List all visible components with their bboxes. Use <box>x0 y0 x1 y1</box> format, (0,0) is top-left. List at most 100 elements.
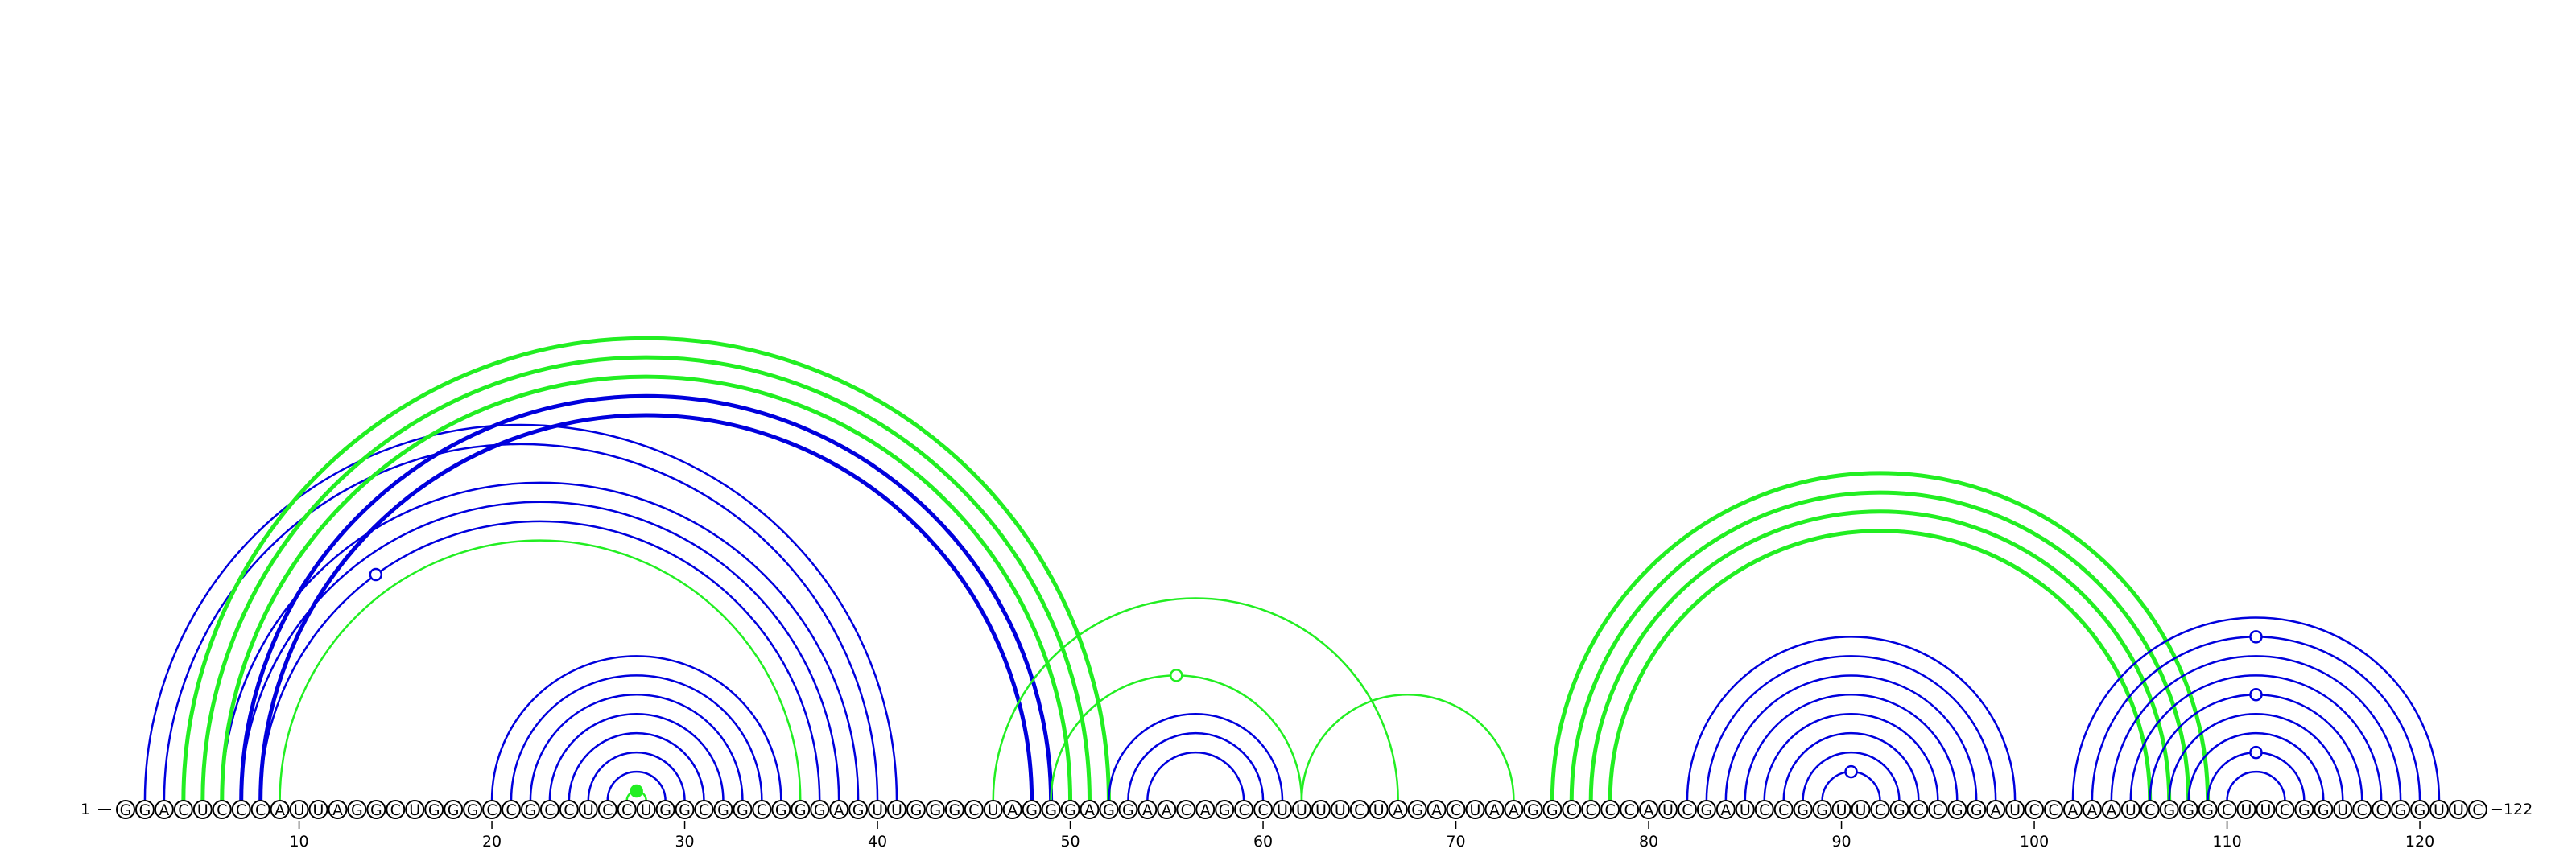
nucleotide-100: C <box>2025 800 2045 819</box>
nucleotide-letter: U <box>1662 801 1674 819</box>
nucleotide-58: G <box>1215 800 1235 819</box>
nucleotide-circle <box>1658 800 1678 819</box>
nucleotide-circle <box>1388 800 1408 819</box>
nucleotide-circle <box>1080 800 1100 819</box>
nucleotide-24: C <box>559 800 579 819</box>
nucleotide-121: U <box>2429 800 2449 819</box>
tick-label-30: 30 <box>675 833 694 851</box>
nucleotide-circle <box>906 800 926 819</box>
base-pair-arc-26-29 <box>606 770 667 801</box>
nucleotide-67: A <box>1388 800 1408 819</box>
nucleotide-letter: C <box>236 801 246 819</box>
nucleotide-letter: C <box>602 801 613 819</box>
nucleotide-letter: G <box>2182 801 2194 819</box>
nucleotide-letter: C <box>564 801 574 819</box>
nucleotide-36: G <box>791 800 811 819</box>
nucleotide-16: U <box>405 800 425 819</box>
nucleotide-circle <box>1581 800 1601 819</box>
nucleotide-circle <box>1137 800 1158 819</box>
nucleotide-101: C <box>2044 800 2063 819</box>
nucleotide-circle <box>868 800 888 819</box>
nucleotide-8: C <box>250 800 270 819</box>
base-pair-arc-9-36 <box>279 539 802 801</box>
nucleotide-6: C <box>212 800 232 819</box>
nucleotide-circle <box>1831 800 1852 819</box>
nucleotide-circle <box>386 800 406 819</box>
tick-label-40: 40 <box>868 833 887 851</box>
nucleotide-circle <box>559 800 579 819</box>
tick-label-110: 110 <box>2212 833 2241 851</box>
nucleotide-50: G <box>1060 800 1080 819</box>
nucleotide-letter: U <box>1470 801 1481 819</box>
tick-label-80: 80 <box>1639 833 1658 851</box>
nucleotide-letter: U <box>1740 801 1751 819</box>
nucleotide-1: G <box>116 800 135 819</box>
base-pair-arc-6-50 <box>220 374 1073 801</box>
nucleotide-28: U <box>636 800 656 819</box>
nucleotide-circle <box>116 800 135 819</box>
nucleotide-circle <box>964 800 984 819</box>
nucleotide-56: C <box>1176 800 1196 819</box>
base-pair-arc-108-115 <box>2187 732 2325 801</box>
nucleotide-letter: A <box>1200 801 1211 819</box>
nucleotide-circle <box>444 800 464 819</box>
nucleotide-letter: C <box>506 801 516 819</box>
nucleotide-87: C <box>1773 800 1794 819</box>
nucleotide-64: U <box>1330 800 1350 819</box>
nucleotide-circle <box>1234 800 1254 819</box>
nucleotide-letter: G <box>120 801 132 819</box>
nucleotide-103: A <box>2082 800 2102 819</box>
nucleotide-circle <box>1099 800 1119 819</box>
arc-marker-2 <box>1170 669 1183 682</box>
nucleotide-letter: G <box>775 801 787 819</box>
nucleotide-15: C <box>386 800 406 819</box>
nucleotide-circle <box>2025 800 2045 819</box>
base-pair-arc-4-52 <box>181 336 1111 801</box>
nucleotide-letter: G <box>1122 801 1134 819</box>
tick-label-70: 70 <box>1446 833 1465 851</box>
nucleotide-letter: U <box>2434 801 2445 819</box>
nucleotide-19: G <box>463 800 483 819</box>
nucleotide-circle <box>1368 800 1389 819</box>
nucleotide-circle <box>2044 800 2063 819</box>
nucleotide-letter: U <box>1277 801 1288 819</box>
nucleotide-122: U <box>2448 800 2468 819</box>
nucleotide-117: C <box>2352 800 2372 819</box>
nucleotide-circle <box>1889 800 1909 819</box>
nucleotide-88: G <box>1793 800 1813 819</box>
nucleotide-letter: G <box>1797 801 1809 819</box>
nucleotide-letter: U <box>1373 801 1385 819</box>
nucleotide-letter: U <box>197 801 208 819</box>
tick-label-90: 90 <box>1831 833 1851 851</box>
base-pair-arc-103-120 <box>2091 636 2421 801</box>
nucleotide-91: U <box>1851 800 1871 819</box>
nucleotide-circle <box>636 800 656 819</box>
tick-label-20: 20 <box>482 833 502 851</box>
nucleotide-letter: G <box>139 801 151 819</box>
base-pair-arc-107-116 <box>2168 712 2344 801</box>
nucleotide-letter: G <box>930 801 942 819</box>
base-pair-arc-109-114 <box>2207 751 2306 801</box>
nucleotide-letter: G <box>1527 801 1539 819</box>
nucleotide-circle <box>1465 800 1485 819</box>
nucleotide-letter: A <box>1991 801 2001 819</box>
nucleotide-32: G <box>713 800 733 819</box>
tick-label-100: 100 <box>2020 833 2049 851</box>
nucleotide-83: G <box>1696 800 1716 819</box>
nucleotide-82: C <box>1677 800 1697 819</box>
nucleotide-84: A <box>1715 800 1736 819</box>
base-pair-arc-46-67 <box>992 597 1399 801</box>
base-pair-arc-104-119 <box>2110 655 2402 801</box>
nucleotide-circle <box>1157 800 1177 819</box>
nucleotide-letter: G <box>2202 801 2214 819</box>
nucleotide-letter: G <box>1064 801 1076 819</box>
base-pair-arc-86-95 <box>1763 712 1939 801</box>
nucleotide-letter: C <box>699 801 709 819</box>
base-pair-arc-54-59 <box>1146 751 1245 801</box>
nucleotide-letter: C <box>1759 801 1769 819</box>
nucleotide-circle <box>2275 800 2295 819</box>
nucleotide-letter: U <box>313 801 324 819</box>
nucleotide-17: G <box>424 800 444 819</box>
